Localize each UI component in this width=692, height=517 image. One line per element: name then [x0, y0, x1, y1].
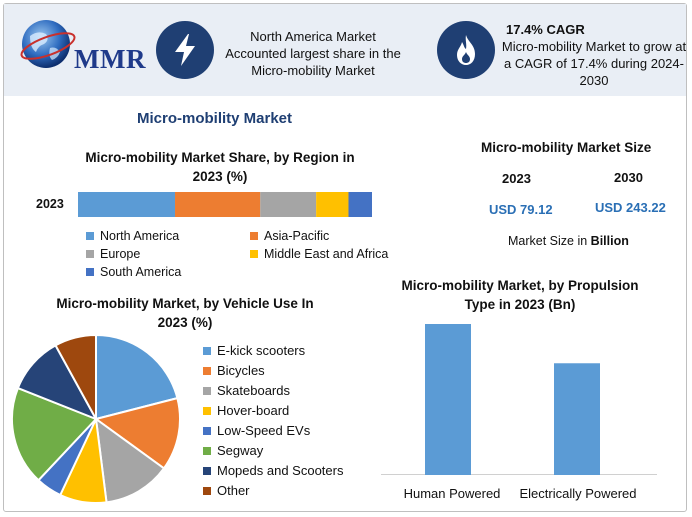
legend-swatch: [203, 426, 211, 435]
bar-electrically-powered: [554, 363, 600, 475]
legend-swatch: [86, 232, 94, 240]
legend-label: Hover-board: [217, 403, 290, 418]
vehicle-pie-chart: [11, 333, 181, 504]
legend-swatch: [86, 250, 94, 258]
region-line-3: Micro-mobility Market: [251, 63, 375, 78]
legend-swatch: [203, 386, 211, 395]
region-segment-asia-pacific: [175, 192, 261, 217]
legend-label: Segway: [217, 443, 264, 458]
cagr-line-1: Micro-mobility Market to grow at: [501, 39, 687, 54]
region-bar-year-label: 2023: [36, 197, 64, 211]
pie-slice-other: [54, 333, 97, 420]
logo-text: MMR: [74, 44, 146, 74]
legend-label: South America: [100, 265, 182, 279]
propulsion-chart-title-2: Type in 2023 (Bn): [464, 297, 576, 312]
legend-label: Skateboards: [217, 383, 290, 398]
bar-label-electrically-powered: Electrically Powered: [519, 486, 637, 501]
region-stacked-bar: [78, 192, 372, 217]
pie-legend-item-bicycles: Bicycles: [203, 363, 265, 378]
region-segment-north-america: [78, 192, 176, 217]
lightning-icon: [156, 21, 214, 79]
bar-label-human-powered: Human Powered: [403, 486, 501, 501]
market-size-note-prefix: Market Size in: [508, 234, 591, 248]
pie-legend-item-other: Other: [203, 483, 250, 498]
cagr-title: 17.4% CAGR: [506, 22, 585, 37]
legend-item-north-america: North America: [86, 229, 179, 243]
region-chart-title-2: 2023 (%): [192, 169, 248, 184]
legend-label: E-kick scooters: [217, 343, 306, 358]
legend-swatch: [250, 250, 258, 258]
pie-slice-bicycles: [93, 396, 181, 470]
header-banner: MMR North America Market Accounted large…: [4, 4, 686, 96]
legend-swatch: [250, 232, 258, 240]
legend-swatch: [203, 366, 211, 375]
propulsion-chart-title: Micro-mobility Market, by Propulsion Typ…: [382, 276, 658, 314]
region-chart-title-1: Micro-mobility Market Share, by Region i…: [85, 150, 355, 165]
legend-swatch: [203, 486, 211, 495]
legend-label: Mopeds and Scooters: [217, 463, 344, 478]
region-segment-europe: [260, 192, 317, 217]
market-size-year-2030: 2030: [614, 170, 643, 185]
main-title: Micro-mobility Market: [137, 110, 293, 127]
cagr-highlight-text: 17.4% CAGR Micro-mobility Market to grow…: [498, 21, 690, 89]
propulsion-chart-title-1: Micro-mobility Market, by Propulsion: [401, 278, 639, 293]
region-segment-middle-east-and-africa: [316, 192, 349, 217]
legend-label: Other: [217, 483, 250, 498]
region-line-1: North America Market: [250, 29, 376, 44]
mmr-logo: MMR: [16, 14, 146, 74]
legend-swatch: [203, 446, 211, 455]
legend-item-asia-pacific: Asia-Pacific: [250, 229, 329, 243]
infographic-frame: [3, 3, 687, 512]
vehicle-chart-title: Micro-mobility Market, by Vehicle Use In…: [30, 294, 340, 332]
region-line-2: Accounted largest share in the: [225, 46, 401, 61]
market-size-title: Micro-mobility Market Size: [481, 140, 652, 155]
legend-swatch: [86, 268, 94, 276]
legend-item-europe: Europe: [86, 247, 140, 261]
legend-label: Europe: [100, 247, 141, 261]
legend-label: North America: [100, 229, 180, 243]
region-highlight-text: North America Market Accounted largest s…: [218, 28, 408, 79]
region-chart-title: Micro-mobility Market Share, by Region i…: [60, 148, 380, 186]
legend-label: Asia-Pacific: [264, 229, 330, 243]
market-size-value-2023: USD 79.12: [489, 202, 553, 217]
pie-legend-item-mopeds-and-scooters: Mopeds and Scooters: [203, 463, 343, 478]
market-size-year-2023: 2023: [502, 171, 531, 186]
legend-item-middle-east-and-africa: Middle East and Africa: [250, 247, 388, 261]
pie-slice-skateboards: [94, 416, 166, 504]
cagr-line-2: a CAGR of 17.4% during 2024-: [504, 56, 684, 71]
legend-label: Low-Speed EVs: [217, 423, 311, 438]
cagr-line-3: 2030: [579, 73, 609, 88]
market-size-note-unit: Billion: [590, 234, 629, 248]
pie-legend-item-skateboards: Skateboards: [203, 383, 290, 398]
market-size-note: Market Size in Billion: [508, 234, 629, 248]
market-size-value-2030: USD 243.22: [595, 200, 666, 215]
bar-human-powered: [425, 324, 471, 475]
pie-slice-e-kick-scooters: [95, 333, 179, 421]
legend-label: Bicycles: [217, 363, 265, 378]
legend-label: Middle East and Africa: [264, 247, 389, 261]
propulsion-bar-chart: [381, 324, 657, 475]
globe-icon: [20, 20, 76, 68]
pie-legend-item-hover-board: Hover-board: [203, 403, 289, 418]
vehicle-chart-title-2: 2023 (%): [157, 315, 213, 330]
vehicle-chart-title-1: Micro-mobility Market, by Vehicle Use In: [56, 296, 314, 311]
flame-icon: [437, 21, 495, 79]
legend-swatch: [203, 346, 211, 355]
pie-legend-item-low-speed-evs: Low-Speed EVs: [203, 423, 310, 438]
legend-swatch: [203, 466, 211, 475]
legend-item-south-america: South America: [86, 265, 181, 279]
pie-legend-item-e-kick-scooters: E-kick scooters: [203, 343, 305, 358]
region-segment-south-america: [348, 192, 372, 217]
legend-swatch: [203, 406, 211, 415]
pie-legend-item-segway: Segway: [203, 443, 263, 458]
